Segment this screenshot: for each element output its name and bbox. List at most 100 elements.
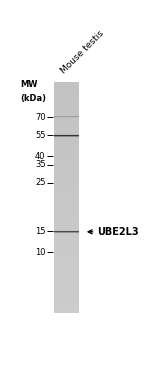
Bar [54, 170, 79, 171]
Bar [54, 227, 79, 228]
Bar [54, 301, 79, 302]
Bar [54, 88, 79, 89]
Bar [54, 127, 79, 128]
Text: 25: 25 [35, 178, 45, 187]
Bar [54, 126, 79, 127]
Bar [54, 145, 79, 146]
Bar [54, 259, 79, 260]
Bar [54, 303, 79, 304]
Bar [54, 208, 79, 209]
Bar [54, 253, 79, 254]
Bar [54, 210, 79, 211]
Bar [54, 144, 79, 145]
Bar [54, 212, 79, 213]
Bar [54, 124, 79, 125]
Bar [54, 213, 79, 214]
Bar [54, 107, 79, 108]
Bar [54, 110, 79, 111]
Bar [54, 274, 79, 275]
Bar [54, 196, 79, 197]
Bar [54, 101, 79, 102]
Bar [54, 240, 79, 241]
Bar [54, 100, 79, 101]
Bar [54, 172, 79, 173]
Bar [54, 105, 79, 106]
Bar [54, 148, 79, 149]
Bar [54, 194, 79, 195]
Bar [54, 273, 79, 274]
Bar [54, 225, 79, 226]
Bar [54, 272, 79, 273]
Bar [54, 179, 79, 180]
Bar [54, 214, 79, 215]
Bar [54, 166, 79, 167]
Bar [54, 94, 79, 95]
Bar [54, 260, 79, 261]
Text: UBE2L3: UBE2L3 [97, 227, 138, 237]
Bar [54, 95, 79, 96]
Bar [54, 133, 79, 134]
Bar [54, 90, 79, 91]
Bar [54, 287, 79, 288]
Bar [54, 242, 79, 243]
Bar [54, 288, 79, 289]
Bar [54, 278, 79, 279]
Bar [54, 114, 79, 115]
Bar [54, 270, 79, 271]
Bar [54, 251, 79, 252]
Bar [54, 171, 79, 172]
Bar [54, 140, 79, 141]
Bar [54, 200, 79, 201]
Bar [54, 174, 79, 175]
Bar [54, 82, 79, 83]
Bar [54, 218, 79, 219]
Bar [54, 120, 79, 121]
Bar [54, 265, 79, 266]
Bar [54, 156, 79, 157]
Bar [54, 223, 79, 224]
Bar [54, 146, 79, 147]
Bar [54, 304, 79, 305]
Bar [54, 283, 79, 284]
Bar [54, 175, 79, 176]
Bar [54, 254, 79, 255]
Bar [54, 135, 79, 136]
Bar [54, 86, 79, 87]
Bar [54, 309, 79, 310]
Bar [54, 297, 79, 298]
Bar [54, 96, 79, 97]
Bar [54, 118, 79, 119]
Bar [54, 199, 79, 200]
Bar [54, 239, 79, 240]
Bar [54, 150, 79, 151]
Bar [54, 123, 79, 124]
Bar [54, 255, 79, 256]
Bar [54, 111, 79, 112]
Bar [54, 258, 79, 259]
Bar [54, 162, 79, 163]
Bar [54, 306, 79, 307]
Bar [54, 195, 79, 196]
Bar [54, 209, 79, 210]
Bar [54, 161, 79, 162]
Bar [54, 281, 79, 282]
Bar [54, 201, 79, 202]
Bar [54, 284, 79, 285]
Bar [54, 134, 79, 135]
Bar [54, 237, 79, 238]
Bar [54, 169, 79, 170]
Bar [54, 198, 79, 199]
Bar [54, 185, 79, 186]
Bar [54, 296, 79, 297]
Bar [54, 192, 79, 193]
Bar [54, 106, 79, 107]
Bar [54, 154, 79, 155]
Bar [54, 294, 79, 295]
Text: (kDa): (kDa) [20, 94, 46, 103]
Bar [54, 308, 79, 309]
Bar [54, 132, 79, 133]
Bar [54, 182, 79, 183]
Bar [54, 230, 79, 231]
Bar [54, 188, 79, 189]
Bar [54, 262, 79, 263]
